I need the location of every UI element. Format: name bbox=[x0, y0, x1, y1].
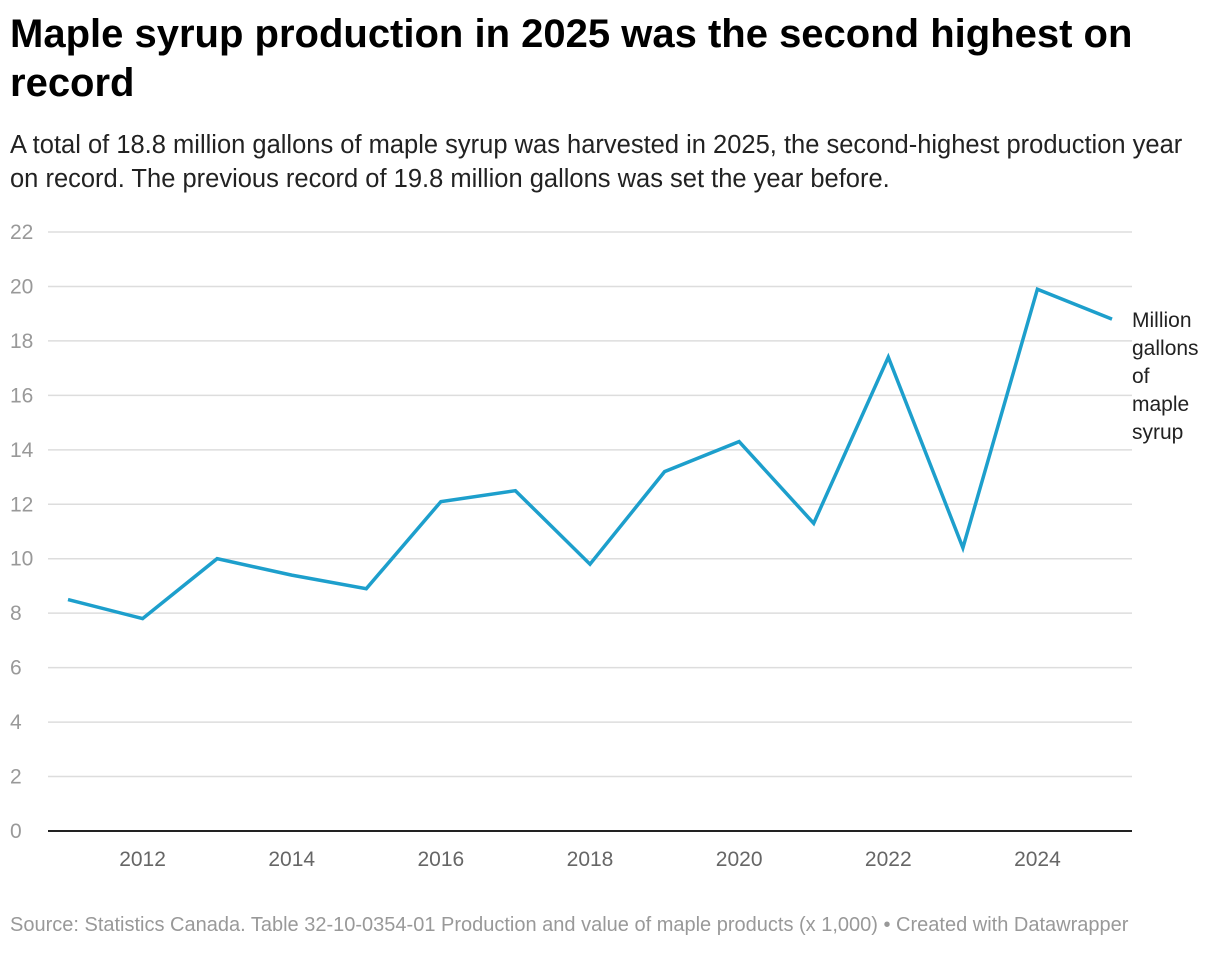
y-tick-label-10: 10 bbox=[10, 548, 33, 571]
series-line-maple-syrup bbox=[67, 286, 1113, 621]
y-tick-label-22: 22 bbox=[10, 221, 33, 244]
chart-title: Maple syrup production in 2025 was the s… bbox=[10, 12, 1133, 105]
x-tick-label-2024: 2024 bbox=[1014, 848, 1061, 871]
y-tick-label-18: 18 bbox=[10, 330, 33, 353]
series-group bbox=[67, 286, 1113, 621]
y-tick-label-20: 20 bbox=[10, 275, 33, 298]
series-label-line: maple bbox=[1132, 393, 1189, 416]
series-label-line: gallons bbox=[1132, 337, 1199, 360]
series-label-line: of bbox=[1132, 365, 1150, 388]
y-tick-label-4: 4 bbox=[10, 711, 22, 734]
y-tick-label-0: 0 bbox=[10, 820, 22, 843]
x-tick-label-2022: 2022 bbox=[865, 848, 912, 871]
x-tick-label-2012: 2012 bbox=[119, 848, 166, 871]
y-tick-label-6: 6 bbox=[10, 657, 22, 680]
source-note: Source: Statistics Canada. Table 32-10-0… bbox=[10, 914, 1129, 936]
series-label-line: Million bbox=[1132, 309, 1192, 332]
x-axis-tick-labels: 2012 2014 2016 2018 2020 2022 2024 bbox=[119, 848, 1061, 871]
series-label: Million gallons of maple syrup bbox=[1132, 309, 1199, 444]
x-tick-label-2018: 2018 bbox=[567, 848, 614, 871]
y-axis-tick-labels: 0 2 4 6 8 10 12 14 16 18 20 22 bbox=[10, 221, 34, 843]
y-tick-label-8: 8 bbox=[10, 602, 22, 625]
y-tick-label-12: 12 bbox=[10, 493, 33, 516]
series-label-line: syrup bbox=[1132, 421, 1183, 444]
gridlines bbox=[48, 231, 1132, 832]
chart-subtitle: A total of 18.8 million gallons of maple… bbox=[10, 131, 1183, 193]
x-tick-label-2014: 2014 bbox=[268, 848, 315, 871]
y-tick-label-2: 2 bbox=[10, 766, 22, 789]
y-tick-label-14: 14 bbox=[10, 439, 34, 462]
x-tick-label-2016: 2016 bbox=[417, 848, 464, 871]
series-label-group: Million gallons of maple syrup bbox=[1132, 309, 1199, 444]
y-tick-label-16: 16 bbox=[10, 384, 33, 407]
x-tick-label-2020: 2020 bbox=[716, 848, 763, 871]
